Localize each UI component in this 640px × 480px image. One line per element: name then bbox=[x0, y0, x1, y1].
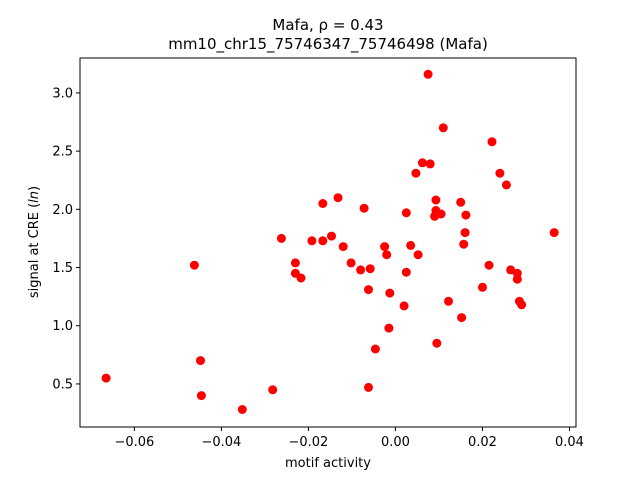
x-tick-label: 0.00 bbox=[381, 435, 410, 450]
y-tick-label: 2.0 bbox=[52, 203, 73, 218]
data-point bbox=[364, 285, 373, 295]
data-point bbox=[101, 373, 111, 383]
data-point bbox=[512, 274, 522, 284]
data-point bbox=[268, 385, 278, 395]
data-point bbox=[487, 137, 497, 147]
data-point bbox=[276, 233, 286, 243]
data-point bbox=[501, 180, 511, 190]
chart-title-line1: Mafa, ρ = 0.43 bbox=[272, 16, 383, 34]
y-tick-label: 2.5 bbox=[52, 145, 73, 160]
y-tick-label: 0.5 bbox=[52, 377, 73, 392]
data-point bbox=[495, 168, 505, 178]
data-point bbox=[423, 69, 433, 79]
x-tick-label: 0.04 bbox=[555, 435, 584, 450]
y-tick-label: 3.0 bbox=[52, 86, 73, 101]
data-point bbox=[196, 391, 206, 401]
data-point bbox=[517, 300, 527, 310]
y-tick-label: 1.0 bbox=[52, 319, 73, 334]
data-point bbox=[290, 258, 300, 268]
x-tick-label: 0.02 bbox=[468, 435, 497, 450]
data-point bbox=[432, 338, 442, 348]
data-point bbox=[370, 344, 380, 354]
data-point bbox=[359, 203, 369, 213]
data-point bbox=[364, 382, 373, 392]
data-point bbox=[457, 313, 467, 323]
data-points bbox=[101, 69, 559, 414]
data-point bbox=[425, 159, 435, 169]
x-tick-label: −0.06 bbox=[114, 435, 154, 450]
data-point bbox=[385, 288, 395, 298]
data-point bbox=[411, 168, 421, 178]
data-point bbox=[438, 123, 448, 133]
data-point bbox=[318, 199, 328, 208]
data-point bbox=[327, 231, 336, 241]
data-point bbox=[380, 242, 390, 252]
data-point bbox=[333, 193, 343, 203]
data-point bbox=[296, 273, 306, 283]
data-point bbox=[338, 242, 348, 252]
x-tick-label: −0.04 bbox=[201, 435, 241, 450]
data-point bbox=[444, 296, 453, 306]
data-point bbox=[459, 239, 469, 249]
x-tick-label: −0.02 bbox=[288, 435, 328, 450]
plot-frame bbox=[79, 57, 577, 428]
data-point bbox=[237, 405, 247, 414]
data-point bbox=[346, 258, 356, 268]
data-point bbox=[456, 197, 466, 207]
data-point bbox=[460, 228, 470, 238]
data-point bbox=[196, 356, 205, 366]
data-point bbox=[478, 282, 487, 292]
data-point bbox=[307, 236, 317, 246]
chart-title-line2: mm10_chr15_75746347_75746498 (Mafa) bbox=[168, 35, 488, 54]
y-axis-label: signal at CRE (ln) bbox=[27, 186, 42, 298]
data-point bbox=[417, 158, 427, 168]
data-point bbox=[461, 210, 471, 220]
data-point bbox=[399, 301, 409, 311]
x-axis-ticks: −0.06 −0.04 −0.02 0.00 0.02 0.04 bbox=[114, 427, 584, 450]
data-point bbox=[401, 208, 411, 218]
data-point bbox=[365, 264, 375, 274]
data-point bbox=[189, 260, 199, 270]
data-point bbox=[384, 323, 394, 333]
data-point bbox=[413, 250, 423, 260]
data-point bbox=[406, 240, 416, 250]
data-point bbox=[431, 195, 441, 205]
data-point bbox=[382, 250, 392, 260]
data-point bbox=[549, 228, 559, 238]
y-tick-label: 1.5 bbox=[52, 261, 73, 276]
x-axis-label: motif activity bbox=[285, 456, 371, 471]
data-point bbox=[356, 265, 366, 275]
data-point bbox=[318, 236, 328, 246]
data-point bbox=[484, 260, 494, 270]
data-point bbox=[436, 209, 446, 219]
data-point bbox=[401, 267, 411, 277]
y-axis-ticks: 0.5 1.0 1.5 2.0 2.5 3.0 bbox=[52, 86, 80, 392]
